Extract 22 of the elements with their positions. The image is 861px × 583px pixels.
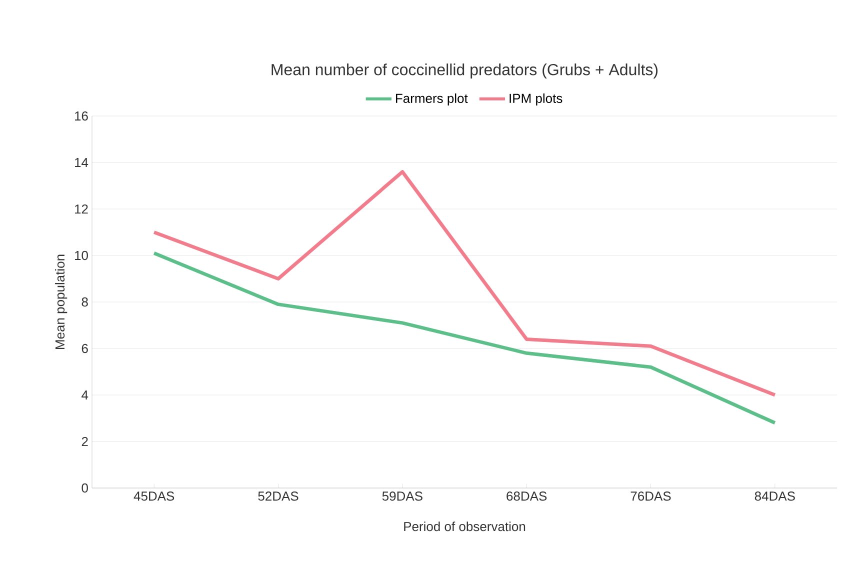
y-tick-label: 8 [82,297,88,307]
y-tick-label: 4 [82,390,88,400]
x-tick-label: 68DAS [506,492,547,501]
line-series [152,251,777,425]
x-tick-label: 76DAS [630,492,671,501]
y-tick-label: 16 [74,111,88,121]
x-axis-title: Period of observation [404,522,526,532]
x-tick-label: 52DAS [258,492,298,501]
y-tick-label: 14 [74,158,88,167]
y-tick-label: 6 [82,344,88,354]
chart-title: Mean number of coccinellid predators (Grubs + Adults) [272,64,658,78]
y-tick-label: 12 [74,204,88,214]
x-tick-label: 84DAS [754,492,795,501]
y-tick-label: 2 [82,436,88,446]
legend-label: Farmers plot [396,93,468,106]
y-axis-title: Mean population [55,254,68,349]
line-series [152,170,777,397]
x-tick-label: 45DAS [134,492,174,501]
legend-label: IPM plots [510,93,562,106]
y-tick-label: 10 [74,250,88,260]
x-tick-label: 59DAS [382,492,422,501]
y-tick-label: 0 [82,483,88,493]
